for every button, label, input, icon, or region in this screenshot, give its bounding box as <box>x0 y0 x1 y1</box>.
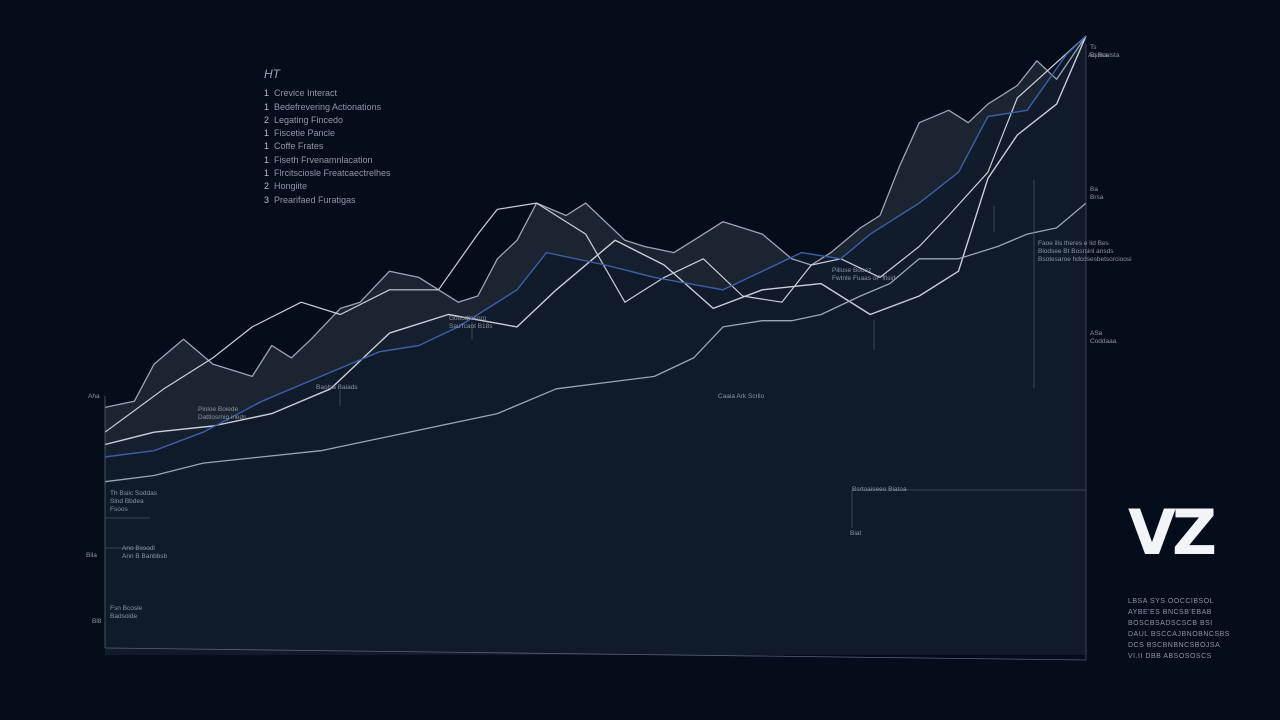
footnote-line: DAUL BSCCAJBNOBNCSBS <box>1128 631 1230 638</box>
annotation-line: ASa <box>1090 330 1103 337</box>
legend-item-label: Prearifaed Furatigas <box>274 194 356 205</box>
annotation-line: Baolsa Baiads <box>316 384 358 391</box>
legend-item-number: 3 <box>264 194 270 205</box>
legend-item-number: 1 <box>264 88 270 99</box>
annotation-line: Brsa <box>1090 194 1104 201</box>
area-series-4 <box>105 36 1086 655</box>
annotation-line: Faoe ilis theres e iid Bes <box>1038 240 1109 247</box>
chart-annotation: Pilluse Bouaz Fwtnle Fuaas oF ffisid <box>832 267 895 283</box>
footnote-line: BOSCBSADSCSCB BSI <box>1128 620 1213 627</box>
annotation-line: Ano Bssodl <box>122 545 155 552</box>
annotation-line: Fsn Bcosle <box>110 605 143 612</box>
footnote: LBSA SYS OOCCIBSOL AYBE'ES BNCSB'EBAB BOSC… <box>1128 596 1230 662</box>
annotation-line: Coddaaa <box>1090 338 1117 345</box>
legend-item: 1 Crevice Interact <box>264 87 391 100</box>
chart-annotation: Fsn Bcosle Badsoide <box>110 605 142 621</box>
chart-annotation: Pinloe Boiede Dattlosrnig ineds <box>198 406 246 422</box>
legend-item: 1 Fiseth Frvenamnlacation <box>264 154 391 167</box>
legend-item-label: Bedefrevering Actionations <box>274 101 382 112</box>
annotation-line: Gooodlesoro <box>449 315 487 322</box>
annotation-line: Pinloe Boiede <box>198 406 239 413</box>
legend-item: 1 Fiscetie Pancle <box>264 127 391 140</box>
series-line-2 <box>104 35 1087 446</box>
footnote-line: AYBE'ES BNCSB'EBAB <box>1128 609 1212 616</box>
legend-item-label: Coffe Frates <box>274 141 324 152</box>
series-line-1 <box>104 35 1087 409</box>
annotation-line: Th Bsiic Soddas <box>110 490 157 497</box>
brand-logo: VZ <box>1128 496 1217 569</box>
legend-item-label: Legating Fincedo <box>274 114 344 125</box>
legend-item: 1 Bedefrevering Actionations <box>264 101 391 114</box>
chart-annotation: Baolsa Baiads <box>316 384 358 392</box>
legend-item-label: Flrcitsciosle Freatcaectrelhes <box>274 168 391 179</box>
footnote-line: VI.II DBB ABSOSOSCS <box>1128 653 1212 660</box>
chart-annotation: Ts Bsssa <box>1090 44 1108 60</box>
annotation-line: Bila <box>86 552 97 559</box>
annotation-line: Fsoos <box>110 506 128 513</box>
legend-item-label: Fiscetie Pancle <box>274 128 336 139</box>
chart-annotation: Ano Bssodl Ann B Banbbsb <box>122 545 167 561</box>
legend-item-label: Crevice Interact <box>274 88 338 99</box>
chart-annotation: Bl8 <box>92 618 101 626</box>
annotation-line: Bsotesaroe hdcdsesbetsorcioosi <box>1038 256 1132 263</box>
legend-title: HT <box>264 67 280 81</box>
annotation-line: Sau'fcaot B18s <box>449 323 493 330</box>
legend-item-number: 1 <box>264 154 270 165</box>
legend-item-label: Fiseth Frvenamnlacation <box>274 154 373 165</box>
x-axis-line <box>104 647 1087 661</box>
annotation-line: Ts <box>1090 44 1097 51</box>
legend-item-number: 1 <box>264 141 270 152</box>
footnote-line: LBSA SYS OOCCIBSOL <box>1128 598 1215 605</box>
chart-annotation: Caaia Ark Scrilo <box>718 393 764 401</box>
legend-item: 2 Legating Fincedo <box>264 114 391 127</box>
legend-item-number: 1 <box>264 101 270 112</box>
chart-annotation: Aha <box>88 393 100 401</box>
legend-item: 3 Prearifaed Furatigas <box>264 194 391 207</box>
series-line-5 <box>104 202 1087 483</box>
legend-item-number: 2 <box>264 181 270 192</box>
chart-annotation: Th Bsiic Soddas Slnd Bbdea Fsoos <box>110 490 157 514</box>
annotation-line: Bl8 <box>92 618 102 625</box>
chart-lines <box>104 35 1087 483</box>
chart-guides <box>105 44 1087 660</box>
chart-annotation: ASa Coddaaa <box>1090 330 1116 346</box>
chart-legend: HT 1 Crevice Interact 1 Bedefrevering Actio… <box>264 67 391 207</box>
annotation-line: Badsoide <box>110 613 138 620</box>
annotation-line: Dattlosrnig ineds <box>198 414 247 421</box>
chart-areas <box>105 36 1086 655</box>
annotation-line: Aq Boalsta <box>1088 52 1120 59</box>
series-line-4 <box>104 35 1087 458</box>
annotation-line: Caaia Ark Scrilo <box>718 393 765 400</box>
chart-axes <box>104 396 1087 661</box>
legend-items: 1 Crevice Interact 1 Bedefrevering Actionat… <box>264 87 391 207</box>
legend-item: 1 Flrcitsciosle Freatcaectrelhes <box>264 167 391 180</box>
annotation-line: Aha <box>88 393 100 400</box>
annotation-line: Ba <box>1090 186 1098 193</box>
chart-annotation: Biat <box>850 530 861 538</box>
legend-item-label: Hongiite <box>274 181 308 192</box>
annotation-line: Slnd Bbdea <box>110 498 144 505</box>
chart-annotation: Bila <box>86 552 97 560</box>
chart-annotation: Ba Brsa <box>1090 186 1103 202</box>
annotation-line: Bsssa <box>1090 52 1108 59</box>
annotation-line: Pilluse Bouaz <box>832 267 872 274</box>
legend-item-number: 1 <box>264 128 270 139</box>
series-line-3 <box>104 35 1087 433</box>
annotation-line: Biat <box>850 530 862 537</box>
chart-annotation: Bsrtoaiseeo Biatoa <box>852 486 907 494</box>
legend-item: 2 Hongiite <box>264 180 391 193</box>
legend-item: 1 Coffe Frates <box>264 140 391 153</box>
legend-item-number: 1 <box>264 168 270 179</box>
legend-item-number: 2 <box>264 114 270 125</box>
chart-annotation: Aq Boalsta <box>1088 52 1119 60</box>
annotation-line: Bsrtoaiseeo Biatoa <box>852 486 907 493</box>
chart-annotation: Gooodlesoro Sau'fcaot B18s <box>449 315 493 331</box>
annotation-line: Blodsee Bt Bosrsinl ansds <box>1038 248 1114 255</box>
footnote-line: DCS BSCBNBNCSBOJSA <box>1128 642 1221 649</box>
annotation-line: Fwtnle Fuaas oF ffisid <box>832 275 896 282</box>
chart-annotation: Faoe ilis theres e iid Bes Blodsee Bt Bos… <box>1038 240 1132 264</box>
annotation-line: Ann B Banbbsb <box>122 553 168 560</box>
